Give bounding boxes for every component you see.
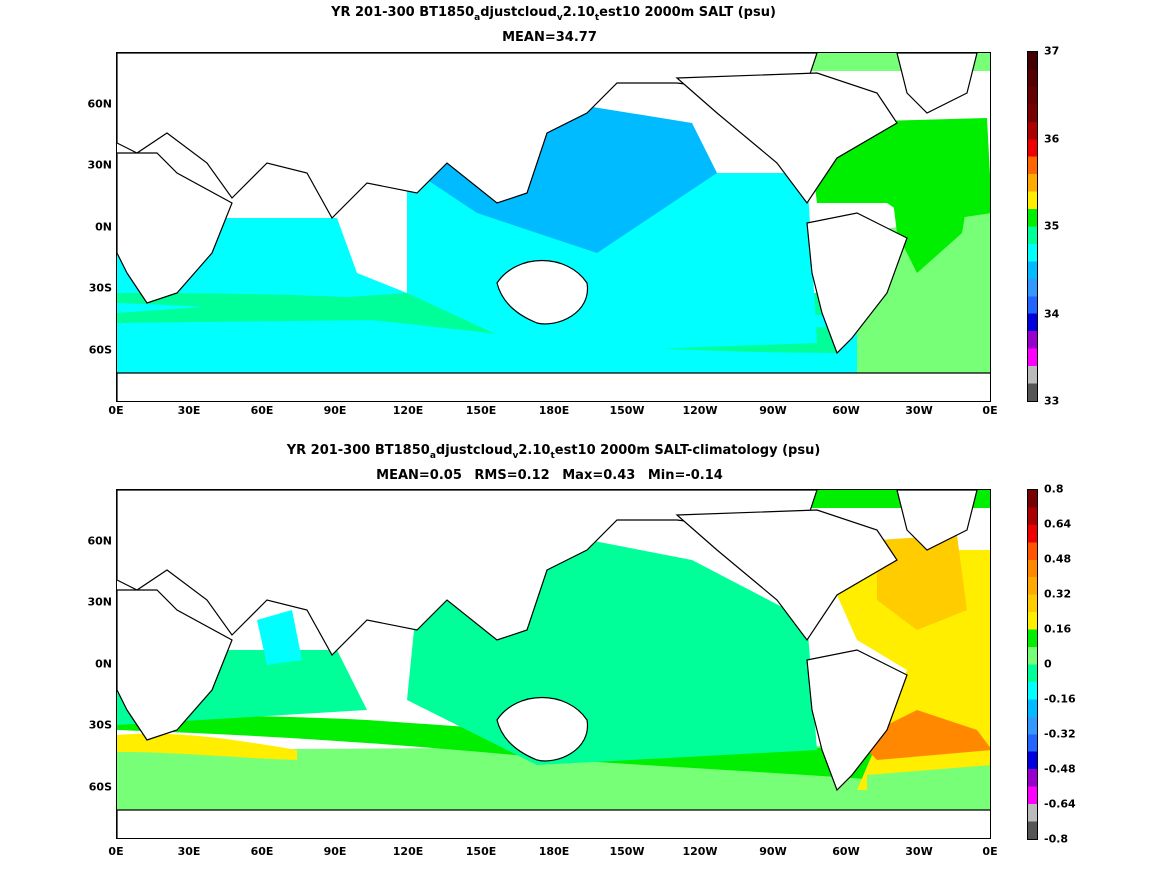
chart-title-1: YR 201-300 BT1850adjustcloudv2.10test10 … xyxy=(331,5,776,23)
x-tick: 0E xyxy=(982,845,998,858)
colorbar-1 xyxy=(1027,51,1038,402)
north-america-land xyxy=(675,509,898,642)
x-tick: 120E xyxy=(392,845,424,858)
colorbar-label: 0.48 xyxy=(1044,552,1072,566)
australia-land xyxy=(496,696,588,762)
colorbar-label: 0.64 xyxy=(1044,517,1072,531)
mean-label: MEAN=0.05 xyxy=(376,468,462,483)
y-tick: 30N xyxy=(87,595,112,609)
y-tick: 60S xyxy=(88,343,112,357)
mean-label: MEAN=34.77 xyxy=(502,30,597,45)
chart-stats-1: MEAN=34.77 xyxy=(116,30,991,45)
x-tick: 120E xyxy=(392,404,424,417)
colorbar-label: 0.32 xyxy=(1044,587,1072,601)
greenland-land xyxy=(896,490,978,551)
colorbar-label: -0.64 xyxy=(1044,797,1076,811)
colorbar-label: 34 xyxy=(1044,307,1060,321)
x-tick: 0E xyxy=(108,845,124,858)
x-tick: 0E xyxy=(108,404,124,417)
map-plot-2 xyxy=(117,490,990,838)
colorbar-label: 36 xyxy=(1044,132,1060,146)
colorbar-label: -0.32 xyxy=(1044,727,1076,741)
x-tick: 150E xyxy=(465,404,497,417)
x-tick: 120W xyxy=(682,845,718,858)
greenland-land xyxy=(896,53,978,114)
map-panel-1 xyxy=(116,52,991,402)
x-tick: 0E xyxy=(982,404,998,417)
x-tick: 180E xyxy=(538,845,570,858)
colorbar-label: 0.8 xyxy=(1044,482,1064,496)
arabian-sea-blue xyxy=(257,610,302,665)
x-tick: 90E xyxy=(323,845,347,858)
y-tick: 60S xyxy=(88,780,112,794)
y-tick: 60N xyxy=(87,97,112,111)
colorbar-2 xyxy=(1027,489,1038,840)
africa-land xyxy=(117,589,233,741)
x-tick: 120W xyxy=(682,404,718,417)
map-plot-1 xyxy=(117,53,990,401)
atlantic-deep-orange xyxy=(857,710,990,760)
southern-yellow-patch xyxy=(117,733,297,760)
australia-land xyxy=(496,259,588,325)
chart-stats-2: MEAN=0.05 RMS=0.12 Max=0.43 Min=-0.14 xyxy=(116,468,991,483)
colorbar-label: 37 xyxy=(1044,44,1060,58)
x-tick: 30E xyxy=(177,404,201,417)
x-tick: 60W xyxy=(832,404,860,417)
map-panel-2 xyxy=(116,489,991,839)
south-america-land xyxy=(806,649,908,792)
atlantic-orange xyxy=(877,535,967,630)
x-tick: 60W xyxy=(832,845,860,858)
colorbar-label: -0.48 xyxy=(1044,762,1076,776)
y-tick: 0N xyxy=(95,220,112,234)
colorbar-label: 33 xyxy=(1044,394,1060,408)
x-tick: 150W xyxy=(609,845,645,858)
min-label: Min=-0.14 xyxy=(647,468,723,483)
rms-label: RMS=0.12 xyxy=(474,468,550,483)
x-tick: 90W xyxy=(759,845,787,858)
y-tick: 30S xyxy=(88,281,112,295)
x-tick: 150W xyxy=(609,404,645,417)
colorbar-label: -0.16 xyxy=(1044,692,1076,706)
x-tick: 90W xyxy=(759,404,787,417)
x-tick: 30W xyxy=(905,845,933,858)
colorbar-label: 0 xyxy=(1044,657,1052,671)
x-tick: 90E xyxy=(323,404,347,417)
x-tick: 150E xyxy=(465,845,497,858)
max-label: Max=0.43 xyxy=(562,468,636,483)
x-tick: 30W xyxy=(905,404,933,417)
antarctica-land xyxy=(117,809,990,838)
chart-title-2: YR 201-300 BT1850adjustcloudv2.10test10 … xyxy=(286,443,821,461)
x-tick: 180E xyxy=(538,404,570,417)
x-tick: 60E xyxy=(250,845,274,858)
y-tick: 30S xyxy=(88,718,112,732)
y-tick: 0N xyxy=(95,657,112,671)
x-tick: 60E xyxy=(250,404,274,417)
colorbar-label: 35 xyxy=(1044,219,1060,233)
colorbar-label: 0.16 xyxy=(1044,622,1072,636)
southern-green-band xyxy=(117,715,877,780)
south-atlantic-green xyxy=(867,765,990,800)
y-tick: 60N xyxy=(87,534,112,548)
south-america-land xyxy=(806,212,908,355)
y-tick: 30N xyxy=(87,158,112,172)
africa-land xyxy=(117,152,233,304)
x-tick: 30E xyxy=(177,845,201,858)
north-america-land xyxy=(675,72,898,205)
antarctica-land xyxy=(117,372,990,401)
atlantic-core xyxy=(887,143,977,273)
colorbar-label: -0.8 xyxy=(1044,832,1069,846)
